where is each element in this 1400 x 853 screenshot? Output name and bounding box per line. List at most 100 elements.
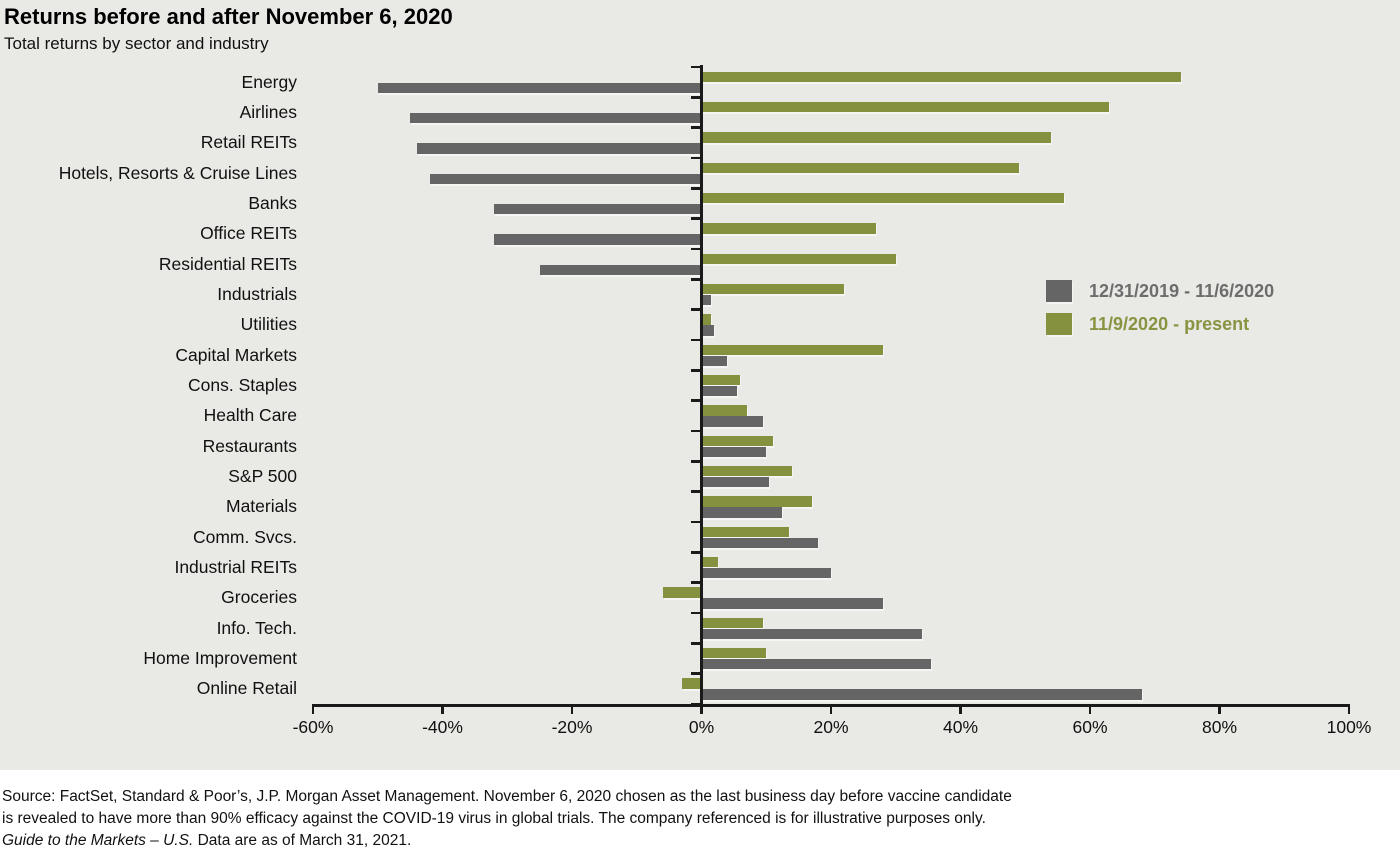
legend-swatch-olive xyxy=(1046,313,1072,335)
bar-after xyxy=(701,314,712,325)
bar-after xyxy=(701,283,844,295)
bar-after xyxy=(701,556,718,568)
legend-item-after: 11/9/2020 - present xyxy=(1046,313,1274,335)
x-axis-tick xyxy=(570,704,574,714)
bar-before xyxy=(410,112,702,124)
chart-subtitle: Total returns by sector and industry xyxy=(4,34,269,53)
category-label: Residential REITs xyxy=(158,253,297,274)
bar-before xyxy=(701,567,831,579)
bar-after xyxy=(701,132,1052,143)
x-axis-tick-label: 100% xyxy=(1326,717,1372,737)
category-label: Groceries xyxy=(221,587,297,608)
bar-before xyxy=(701,385,738,397)
bar-after xyxy=(701,647,767,659)
category-tick xyxy=(690,399,702,402)
bar-after xyxy=(701,617,763,628)
bar-before xyxy=(494,203,702,215)
category-tick xyxy=(690,490,702,493)
x-axis-tick xyxy=(1088,704,1092,714)
x-axis-tick xyxy=(441,704,444,714)
bar-before xyxy=(701,628,922,639)
bar-before xyxy=(701,658,932,670)
source-footnote: Source: FactSet, Standard & Poor’s, J.P.… xyxy=(0,770,1400,853)
source-line-3: Guide to the Markets – U.S. Data are as … xyxy=(2,830,1392,852)
category-label: Utilities xyxy=(240,314,297,335)
bar-after xyxy=(701,405,747,416)
category-label: Retail REITs xyxy=(200,132,297,153)
bar-before xyxy=(701,476,770,488)
category-tick xyxy=(690,429,702,433)
bar-after xyxy=(701,162,1019,173)
bar-before xyxy=(377,82,702,93)
category-tick xyxy=(690,551,702,554)
x-axis-tick-label: -20% xyxy=(551,717,593,737)
bar-after xyxy=(701,344,883,355)
category-label: Info. Tech. xyxy=(216,617,297,638)
bar-before xyxy=(416,143,702,154)
x-axis-tick-label: 80% xyxy=(1201,717,1238,737)
bar-after xyxy=(701,192,1065,204)
legend-label-before: 12/31/2019 - 11/6/2020 xyxy=(1089,280,1275,301)
bar-before xyxy=(539,264,702,275)
legend-item-before: 12/31/2019 - 11/6/2020 xyxy=(1046,280,1274,302)
bar-after xyxy=(701,223,877,234)
as-of-date: Data are as of March 31, 2021. xyxy=(193,832,412,849)
category-tick xyxy=(690,278,702,281)
category-label: Home Improvement xyxy=(143,648,297,668)
bar-after xyxy=(701,101,1110,113)
bar-after xyxy=(662,587,702,598)
source-line-2: is revealed to have more than 90% effica… xyxy=(2,810,986,827)
bar-before xyxy=(701,689,1142,700)
category-tick xyxy=(690,156,702,160)
x-axis-tick-label: -40% xyxy=(422,717,463,737)
x-axis-tick-label: 20% xyxy=(813,717,849,737)
category-label: Materials xyxy=(226,496,297,517)
category-label: Office REITs xyxy=(200,223,297,244)
bar-after xyxy=(701,496,812,507)
category-tick xyxy=(690,672,702,675)
source-line-1: Source: FactSet, Standard & Poor’s, J.P.… xyxy=(2,788,1012,805)
chart-title: Returns before and after November 6, 202… xyxy=(4,4,453,29)
category-tick xyxy=(690,247,702,251)
category-label: Comm. Svcs. xyxy=(192,526,297,547)
category-tick xyxy=(690,187,702,190)
category-label: Health Care xyxy=(203,405,297,426)
x-axis-tick xyxy=(829,704,833,714)
bar-after xyxy=(701,71,1181,82)
category-tick xyxy=(690,126,702,129)
bar-after xyxy=(701,435,773,446)
category-label: Industrial REITs xyxy=(174,557,297,577)
legend-label-after: 11/9/2020 - present xyxy=(1089,313,1250,334)
category-label: Restaurants xyxy=(202,435,297,456)
category-label: Capital Markets xyxy=(175,344,297,365)
bar-before xyxy=(701,416,763,427)
x-axis-tick xyxy=(1347,704,1351,714)
category-tick xyxy=(690,96,702,99)
category-tick xyxy=(690,369,702,372)
category-tick xyxy=(690,460,702,463)
zero-axis-line xyxy=(700,65,703,708)
bar-after xyxy=(701,374,741,386)
x-axis-tick xyxy=(959,704,962,714)
x-axis-tick-label: 40% xyxy=(942,717,979,737)
category-label: Energy xyxy=(241,71,297,92)
category-label: S&P 500 xyxy=(228,466,297,486)
category-tick xyxy=(690,611,702,615)
x-axis-tick-label: -60% xyxy=(292,717,334,737)
x-axis-tick xyxy=(700,704,703,714)
category-tick xyxy=(690,308,702,311)
x-axis-tick xyxy=(1218,704,1221,714)
bar-before xyxy=(701,355,728,366)
bar-before xyxy=(701,598,883,609)
bar-after xyxy=(701,465,793,477)
category-tick xyxy=(690,520,702,524)
category-label: Cons. Staples xyxy=(188,375,297,395)
category-label: Hotels, Resorts & Cruise Lines xyxy=(58,162,297,183)
category-label: Online Retail xyxy=(196,678,297,699)
bar-after xyxy=(701,253,896,264)
category-tick xyxy=(690,338,702,342)
category-label: Banks xyxy=(248,193,297,213)
bar-before xyxy=(494,234,702,245)
category-label: Airlines xyxy=(239,102,297,122)
